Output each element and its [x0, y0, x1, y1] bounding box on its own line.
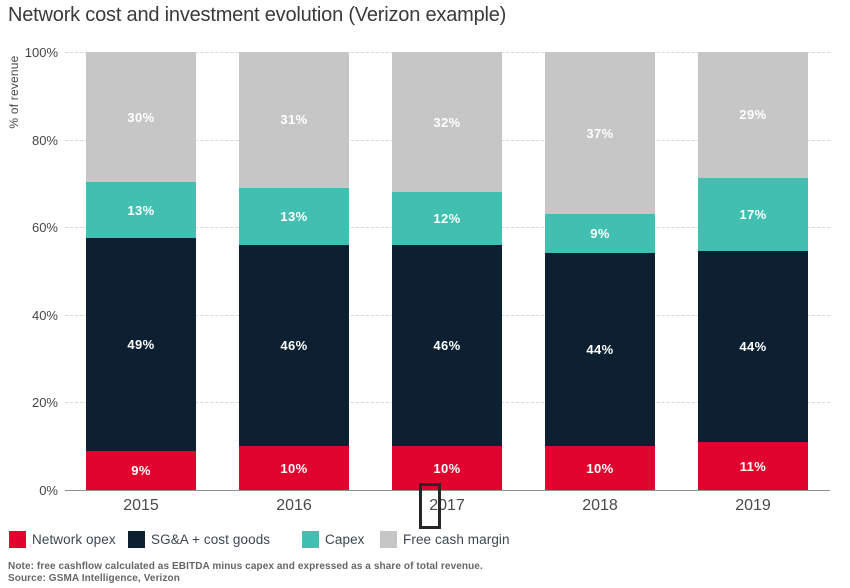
bar-segment-2019-capex: 17% [698, 177, 808, 252]
bar-segment-2019-network-opex: 11% [698, 442, 808, 490]
bar-segment-2018-capex: 9% [545, 214, 655, 254]
bar-segment-label: 13% [280, 208, 308, 224]
bar-segment-2015-network-opex: 9% [86, 450, 196, 490]
y-tick-40: 40% [31, 308, 58, 323]
bar-segment-label: 31% [280, 112, 308, 128]
bar-segment-label: 9% [131, 462, 151, 478]
footnote-block: Note: free cashflow calculated as EBITDA… [8, 561, 483, 585]
bar-segment-label: 10% [586, 460, 614, 476]
bar-segment-2016-sg-a-cost-goods: 46% [239, 244, 349, 447]
stacked-bar-2019: 29% 17% 44% 11% [698, 52, 808, 490]
bar-segment-2018-network-opex: 10% [545, 446, 655, 490]
bar-segment-2016-capex: 13% [239, 187, 349, 245]
footnote-source: Source: GSMA Intelligence, Verizon [8, 573, 180, 584]
bar-segment-2016-free-cash-margin: 31% [239, 52, 349, 188]
bar-segment-label: 29% [739, 107, 767, 123]
y-tick-60: 60% [31, 220, 58, 235]
bar-segment-label: 17% [739, 207, 767, 223]
bar-segment-2019-free-cash-margin: 29% [698, 52, 808, 178]
stacked-bar-2017: 32% 12% 46% 10% [392, 52, 502, 490]
stacked-bar-2015: 30% 13% 49% 9% [86, 52, 196, 490]
x-tick-2019: 2019 [735, 497, 771, 514]
bar-segment-label: 12% [433, 210, 461, 226]
bar-segment-2016-network-opex: 10% [239, 446, 349, 490]
bar-segment-2017-network-opex: 10% [392, 446, 502, 490]
legend-label-capex: Capex [325, 532, 365, 547]
footnote-note: Note: free cashflow calculated as EBITDA… [8, 561, 483, 572]
stacked-bar-2018: 37% 9% 44% 10% [545, 52, 655, 490]
bar-segment-label: 37% [586, 125, 614, 141]
bar-segment-label: 13% [127, 202, 155, 218]
bar-segment-label: 32% [433, 114, 461, 130]
legend-label-free-cash-margin: Free cash margin [403, 532, 510, 547]
bar-segment-2017-capex: 12% [392, 192, 502, 245]
legend-label-sgna-cost-goods: SG&A + cost goods [151, 532, 271, 547]
y-tick-0: 0% [39, 483, 58, 498]
x-axis-line [65, 490, 830, 491]
x-tick-2016: 2016 [276, 497, 312, 514]
bar-segment-label: 46% [433, 337, 461, 353]
bar-segment-label: 30% [127, 109, 155, 125]
y-tick-20: 20% [31, 395, 58, 410]
legend-swatch-capex [302, 531, 319, 548]
bar-segment-2019-sg-a-cost-goods: 44% [698, 251, 808, 443]
bar-segment-label: 44% [739, 339, 767, 355]
bar-segment-label: 44% [586, 342, 614, 358]
bar-segment-label: 10% [433, 460, 461, 476]
stacked-bar-2016: 31% 13% 46% 10% [239, 52, 349, 490]
bar-segment-2018-sg-a-cost-goods: 44% [545, 253, 655, 447]
legend-label-network-opex: Network opex [32, 532, 116, 547]
x-tick-2018: 2018 [582, 497, 618, 514]
bar-segment-label: 49% [127, 337, 155, 353]
glyph-artifact-box [419, 483, 441, 529]
legend-swatch-free-cash-margin [380, 531, 397, 548]
bar-segment-label: 11% [739, 458, 767, 474]
bar-segment-2017-free-cash-margin: 32% [392, 52, 502, 193]
bar-segment-2015-capex: 13% [86, 182, 196, 239]
bar-segment-label: 10% [280, 460, 308, 476]
legend-swatch-sgna-cost-goods [128, 531, 145, 548]
bar-segment-2015-free-cash-margin: 30% [86, 52, 196, 183]
bar-segment-label: 9% [590, 226, 610, 242]
bar-segment-2015-sg-a-cost-goods: 49% [86, 238, 196, 451]
legend-swatch-network-opex [9, 531, 26, 548]
bar-segment-label: 46% [280, 337, 308, 353]
x-tick-2015: 2015 [123, 497, 159, 514]
y-tick-100: 100% [24, 45, 58, 60]
bar-segment-2018-free-cash-margin: 37% [545, 52, 655, 215]
y-tick-80: 80% [31, 133, 58, 148]
chart-title: Network cost and investment evolution (V… [8, 4, 507, 26]
bar-segment-2017-sg-a-cost-goods: 46% [392, 244, 502, 447]
